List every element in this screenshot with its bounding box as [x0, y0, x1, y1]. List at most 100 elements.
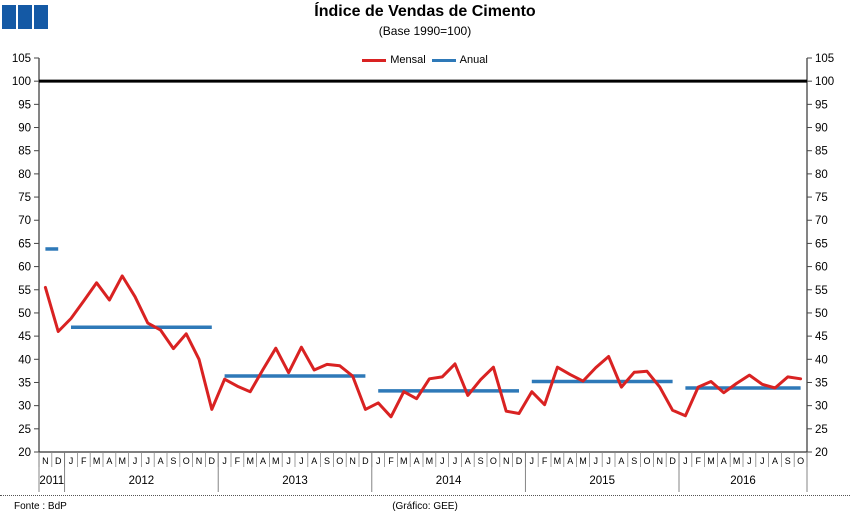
y-tick-label: 90	[815, 123, 828, 135]
year-label: 2011	[39, 475, 64, 487]
y-tick-label: 25	[18, 424, 31, 436]
y-tick-label: 30	[18, 401, 31, 413]
month-label: J	[760, 456, 765, 466]
y-tick-label: 65	[18, 238, 31, 250]
month-label: J	[133, 456, 138, 466]
month-label: S	[631, 456, 637, 466]
y-tick-label: 80	[815, 169, 828, 181]
y-tick-label: 80	[18, 169, 31, 181]
y-tick-label: 20	[815, 447, 828, 459]
credit-note: (Gráfico: GEE)	[392, 501, 458, 512]
month-label: J	[69, 456, 74, 466]
legend-label-anual: Anual	[459, 54, 488, 66]
y-tick-label: 100	[815, 76, 834, 88]
month-label: J	[453, 456, 458, 466]
month-label: J	[286, 456, 291, 466]
month-label: A	[414, 456, 420, 466]
month-label: F	[695, 456, 701, 466]
month-label: O	[643, 456, 650, 466]
month-label: N	[503, 456, 510, 466]
month-label: J	[606, 456, 611, 466]
month-label: D	[362, 456, 369, 466]
logo-square	[2, 5, 16, 29]
month-label: O	[797, 456, 804, 466]
month-label: M	[733, 456, 741, 466]
legend-item-anual: Anual	[431, 54, 488, 66]
y-tick-label: 105	[12, 53, 31, 65]
y-tick-label: 55	[18, 285, 31, 297]
y-tick-label: 60	[18, 262, 31, 274]
y-tick-label: 30	[815, 401, 828, 413]
page-title: Índice de Vendas de Cimento	[314, 3, 536, 20]
y-tick-label: 60	[815, 262, 828, 274]
anual-line-swatch	[431, 58, 456, 62]
month-label: O	[183, 456, 190, 466]
y-tick-label: 50	[18, 308, 31, 320]
y-tick-label: 70	[815, 215, 828, 227]
y-tick-label: 105	[815, 53, 834, 65]
logo	[2, 5, 48, 29]
month-label: J	[530, 456, 535, 466]
page-subtitle: (Base 1990=100)	[378, 24, 472, 38]
year-label: 2013	[282, 475, 308, 487]
month-label: J	[440, 456, 445, 466]
month-label: F	[81, 456, 87, 466]
month-label: M	[400, 456, 408, 466]
month-label: F	[235, 456, 241, 466]
y-tick-label: 75	[18, 192, 31, 204]
month-label: D	[55, 456, 62, 466]
month-label: A	[465, 456, 471, 466]
month-label: M	[426, 456, 434, 466]
year-label: 2014	[436, 475, 462, 487]
y-tick-label: 95	[815, 99, 828, 111]
y-tick-label: 35	[18, 377, 31, 389]
month-label: J	[222, 456, 227, 466]
month-label: J	[146, 456, 151, 466]
y-tick-label: 45	[18, 331, 31, 343]
month-label: M	[272, 456, 280, 466]
y-tick-label: 95	[18, 99, 31, 111]
y-tick-label: 45	[815, 331, 828, 343]
year-label: 2016	[730, 475, 756, 487]
month-label: D	[516, 456, 523, 466]
month-label: M	[554, 456, 562, 466]
month-label: A	[772, 456, 778, 466]
legend-label-mensal: Mensal	[390, 54, 426, 66]
month-label: J	[594, 456, 599, 466]
year-label: 2015	[589, 475, 615, 487]
month-label: A	[311, 456, 317, 466]
month-label: N	[349, 456, 356, 466]
month-label: O	[490, 456, 497, 466]
y-tick-label: 85	[815, 146, 828, 158]
month-label: J	[376, 456, 381, 466]
y-tick-label: 50	[815, 308, 828, 320]
y-tick-label: 65	[815, 238, 828, 250]
month-label: A	[158, 456, 164, 466]
y-tick-label: 100	[12, 76, 31, 88]
y-tick-label: 75	[815, 192, 828, 204]
legend-item-mensal: Mensal	[362, 54, 426, 66]
month-label: A	[721, 456, 727, 466]
month-label: A	[567, 456, 573, 466]
footer-divider	[0, 495, 850, 496]
mensal-line-swatch	[362, 58, 387, 62]
month-label: A	[618, 456, 624, 466]
month-label: M	[93, 456, 101, 466]
month-label: S	[324, 456, 330, 466]
y-tick-label: 40	[815, 354, 828, 366]
month-label: M	[246, 456, 254, 466]
y-tick-label: 90	[18, 123, 31, 135]
month-label: D	[669, 456, 676, 466]
month-label: J	[747, 456, 752, 466]
year-label: 2012	[129, 475, 155, 487]
mensal-line	[43, 274, 803, 419]
month-label: N	[657, 456, 664, 466]
month-label: J	[299, 456, 304, 466]
chart-legend: Mensal Anual	[0, 54, 850, 66]
month-label: J	[683, 456, 688, 466]
month-label: N	[42, 456, 49, 466]
month-label: O	[336, 456, 343, 466]
logo-square	[18, 5, 32, 29]
month-label: F	[388, 456, 394, 466]
